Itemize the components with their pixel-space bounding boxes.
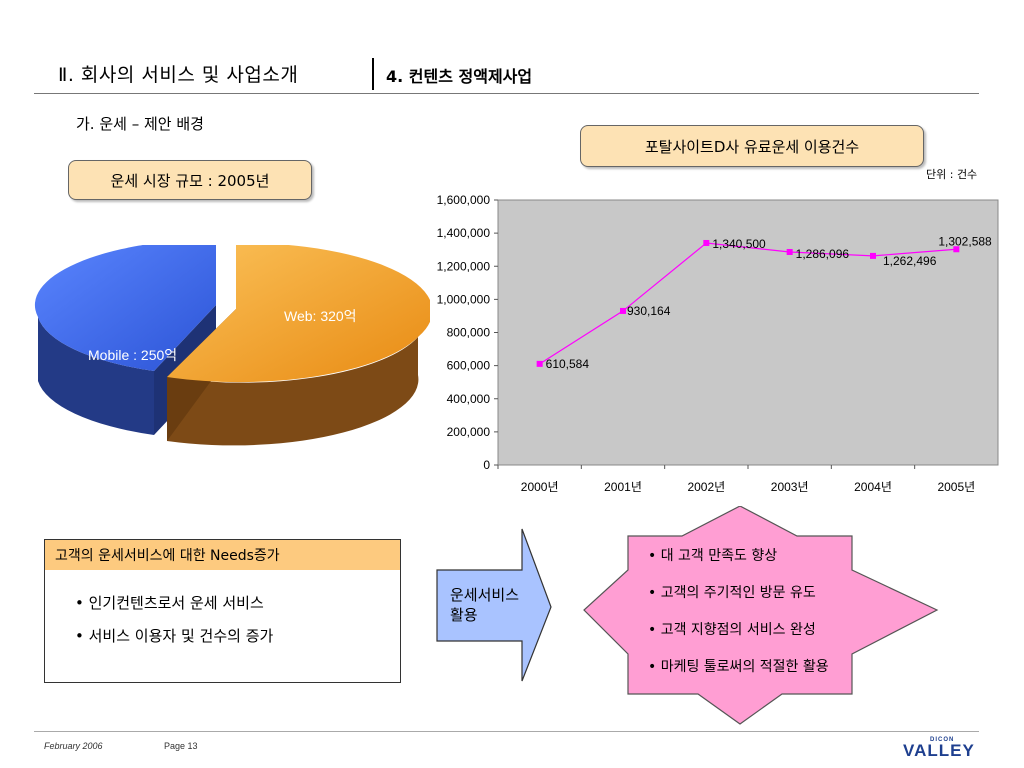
section-heading: 가. 운세 – 제안 배경 <box>76 115 204 133</box>
data-point <box>870 252 876 259</box>
page-title: Ⅱ. 회사의 서비스 및 사업소개 <box>58 64 299 86</box>
pie-slice-web-side <box>167 337 419 446</box>
data-label: 930,164 <box>627 304 671 318</box>
pie-label-web: Web: 320억 <box>284 308 357 324</box>
needs-item: • 서비스 이용자 및 건수의 증가 <box>75 627 274 645</box>
company-logo: VALLEY <box>903 741 975 760</box>
y-tick-label: 1,400,000 <box>437 226 491 240</box>
series-line <box>539 242 957 365</box>
header-divider <box>34 93 979 94</box>
data-point <box>786 248 793 255</box>
market-size-callout: 운세 시장 규모 : 2005년 <box>68 160 312 200</box>
portal-usage-callout: 포탈사이트D사 유료운세 이용건수 <box>580 125 924 167</box>
result-item: • 마케팅 툴로써의 적절한 활용 <box>648 659 829 675</box>
pie-slice-web <box>167 245 430 383</box>
x-tick-label: 2000년 <box>521 480 559 494</box>
data-point <box>536 360 543 367</box>
result-item: • 고객 지향점의 서비스 완성 <box>648 622 816 638</box>
data-label: 1,286,096 <box>796 247 850 261</box>
usage-line-chart: 1,600,000 1,400,000 1,200,000 1,000,000 800,… <box>437 193 999 494</box>
y-tick-label: 0 <box>483 458 490 472</box>
data-label: 1,340,500 <box>712 237 766 251</box>
y-tick-label: 800,000 <box>447 326 491 340</box>
results-burst <box>583 506 939 725</box>
footer-divider <box>34 731 979 732</box>
pie-slice-mobile <box>34 245 216 371</box>
needs-header: 고객의 운세서비스에 대한 Needs증가 <box>45 540 400 570</box>
y-tick-label: 600,000 <box>447 359 491 373</box>
title-separator <box>372 58 374 90</box>
logo-small-text: DICON <box>930 737 955 743</box>
market-pie-chart: Web: 320억 Mobile : 250억 <box>34 245 430 446</box>
pie-slice-mobile-side <box>38 317 154 435</box>
needs-box: 고객의 운세서비스에 대한 Needs증가 • 인기컨텐츠로서 운세 서비스 •… <box>44 539 401 683</box>
x-tick-label: 2005년 <box>937 480 975 494</box>
pie-label-mobile: Mobile : 250억 <box>88 347 177 363</box>
results-list: • 대 고객 만족도 향상 • 고객의 주기적인 방문 유도 • 고객 지향점의… <box>648 545 829 693</box>
data-labels: 610,584 930,164 1,340,500 1,286,096 1,262,49… <box>546 234 992 371</box>
footer-date: February 2006 <box>44 741 103 751</box>
page-subtitle: 4. 컨텐츠 정액제사업 <box>386 67 533 86</box>
data-label: 1,302,588 <box>938 234 992 248</box>
footer-page: Page 13 <box>164 741 198 751</box>
data-label: 1,262,496 <box>883 254 937 268</box>
chart-title: 포탈사이트D사 유료운세 이용건수 <box>644 137 860 156</box>
x-tick-label: 2002년 <box>687 480 725 494</box>
flow-arrow <box>436 528 552 682</box>
y-tick-label: 200,000 <box>447 425 491 439</box>
data-label: 610,584 <box>546 357 590 371</box>
arrow-label: 운세서비스 활용 <box>450 586 520 624</box>
y-tick-label: 1,000,000 <box>437 292 491 306</box>
data-points <box>536 239 960 367</box>
data-point <box>620 307 626 314</box>
result-item: • 대 고객 만족도 향상 <box>648 548 778 564</box>
data-point <box>953 246 960 253</box>
data-point <box>703 239 710 246</box>
y-axis: 1,600,000 1,400,000 1,200,000 1,000,000 800,… <box>437 193 498 472</box>
x-axis: 2000년 2001년 2002년 2003년 2004년 2005년 <box>497 465 975 494</box>
x-tick-label: 2004년 <box>854 480 892 494</box>
needs-list: • 인기컨텐츠로서 운세 서비스 • 서비스 이용자 및 건수의 증가 <box>45 570 400 646</box>
market-size-title: 운세 시장 규모 : 2005년 <box>110 171 270 190</box>
plot-area <box>497 199 999 466</box>
y-tick-label: 1,600,000 <box>437 193 491 207</box>
y-tick-label: 1,200,000 <box>437 259 491 273</box>
needs-item: • 인기컨텐츠로서 운세 서비스 <box>75 594 264 612</box>
unit-label: 단위 : 건수 <box>926 168 978 181</box>
result-item: • 고객의 주기적인 방문 유도 <box>648 585 816 601</box>
x-tick-label: 2001년 <box>604 480 642 494</box>
y-tick-label: 400,000 <box>447 392 491 406</box>
x-tick-label: 2003년 <box>771 480 809 494</box>
